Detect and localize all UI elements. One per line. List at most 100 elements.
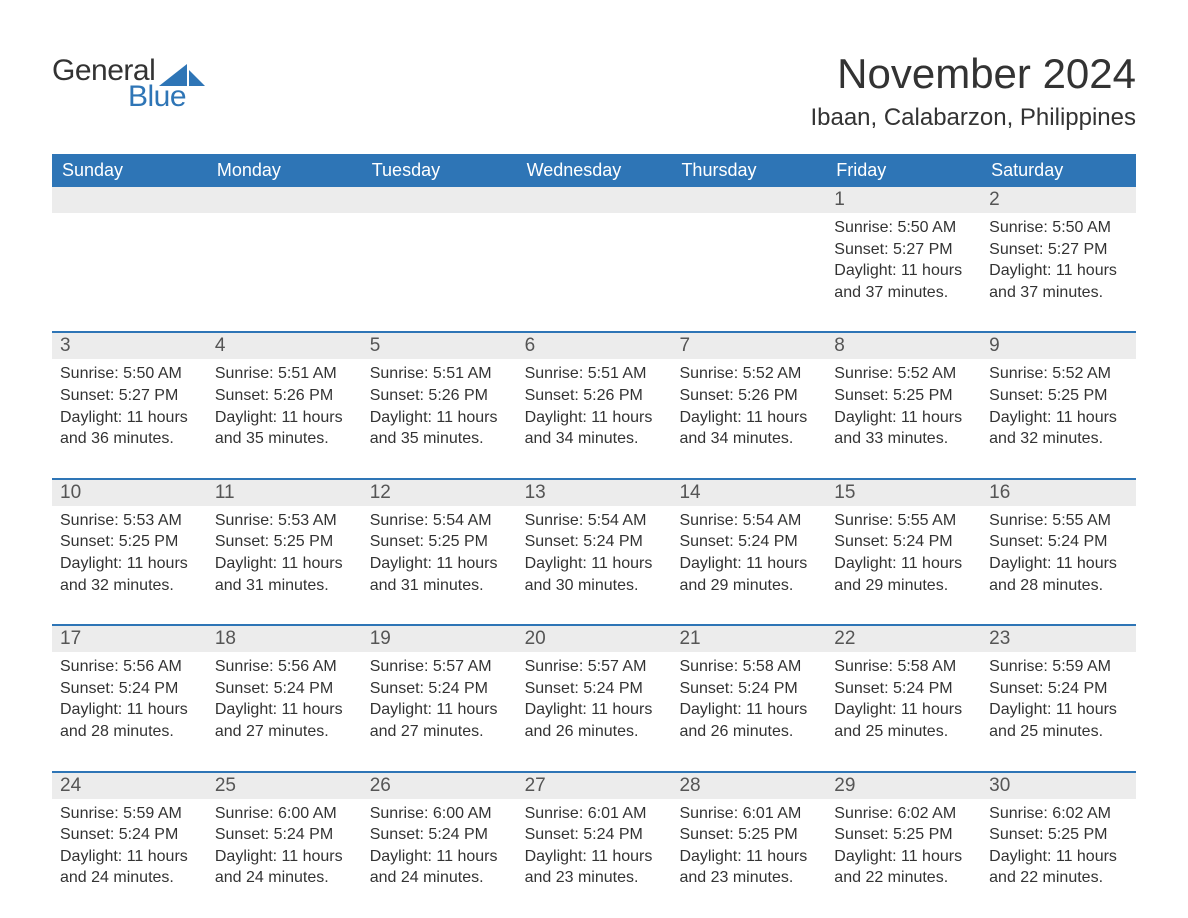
- daylight-text-1: Daylight: 11 hours: [215, 407, 354, 429]
- day-header: Thursday: [671, 154, 826, 187]
- day-number: 28: [671, 773, 826, 799]
- sunset-text: Sunset: 5:24 PM: [60, 678, 199, 700]
- sunset-text: Sunset: 5:27 PM: [60, 385, 199, 407]
- sunset-text: Sunset: 5:25 PM: [989, 824, 1128, 846]
- sunset-text: Sunset: 5:25 PM: [60, 531, 199, 553]
- day-number: 19: [362, 626, 517, 652]
- daylight-text-2: and 29 minutes.: [679, 575, 818, 597]
- day-number: 27: [517, 773, 672, 799]
- week-row: 24Sunrise: 5:59 AMSunset: 5:24 PMDayligh…: [52, 771, 1136, 893]
- daylight-text-1: Daylight: 11 hours: [215, 699, 354, 721]
- sunset-text: Sunset: 5:27 PM: [834, 239, 973, 261]
- day-cell: 12Sunrise: 5:54 AMSunset: 5:25 PMDayligh…: [362, 480, 517, 600]
- daylight-text-1: Daylight: 11 hours: [525, 407, 664, 429]
- day-number: 2: [981, 187, 1136, 213]
- daylight-text-1: Daylight: 11 hours: [989, 553, 1128, 575]
- sunrise-text: Sunrise: 5:54 AM: [370, 510, 509, 532]
- sunrise-text: Sunrise: 6:02 AM: [989, 803, 1128, 825]
- sunrise-text: Sunrise: 5:51 AM: [370, 363, 509, 385]
- sunset-text: Sunset: 5:24 PM: [679, 531, 818, 553]
- day-body: Sunrise: 5:50 AMSunset: 5:27 PMDaylight:…: [826, 213, 981, 307]
- sunrise-text: Sunrise: 5:55 AM: [989, 510, 1128, 532]
- day-cell: 15Sunrise: 5:55 AMSunset: 5:24 PMDayligh…: [826, 480, 981, 600]
- daylight-text-1: Daylight: 11 hours: [834, 407, 973, 429]
- day-number: 24: [52, 773, 207, 799]
- daylight-text-2: and 30 minutes.: [525, 575, 664, 597]
- daylight-text-2: and 24 minutes.: [215, 867, 354, 889]
- day-body: Sunrise: 5:54 AMSunset: 5:25 PMDaylight:…: [362, 506, 517, 600]
- daylight-text-1: Daylight: 11 hours: [989, 846, 1128, 868]
- day-body: Sunrise: 5:53 AMSunset: 5:25 PMDaylight:…: [52, 506, 207, 600]
- day-body: Sunrise: 5:57 AMSunset: 5:24 PMDaylight:…: [517, 652, 672, 746]
- sunset-text: Sunset: 5:24 PM: [525, 678, 664, 700]
- day-number: 13: [517, 480, 672, 506]
- day-number: [671, 187, 826, 213]
- sunset-text: Sunset: 5:25 PM: [834, 385, 973, 407]
- daylight-text-2: and 26 minutes.: [679, 721, 818, 743]
- day-body: Sunrise: 6:01 AMSunset: 5:25 PMDaylight:…: [671, 799, 826, 893]
- day-cell: 11Sunrise: 5:53 AMSunset: 5:25 PMDayligh…: [207, 480, 362, 600]
- day-cell: 24Sunrise: 5:59 AMSunset: 5:24 PMDayligh…: [52, 773, 207, 893]
- sunset-text: Sunset: 5:25 PM: [834, 824, 973, 846]
- day-cell: 28Sunrise: 6:01 AMSunset: 5:25 PMDayligh…: [671, 773, 826, 893]
- daylight-text-2: and 32 minutes.: [989, 428, 1128, 450]
- day-body: Sunrise: 5:59 AMSunset: 5:24 PMDaylight:…: [52, 799, 207, 893]
- day-number: 3: [52, 333, 207, 359]
- daylight-text-2: and 27 minutes.: [370, 721, 509, 743]
- sunrise-text: Sunrise: 6:02 AM: [834, 803, 973, 825]
- day-body: Sunrise: 5:51 AMSunset: 5:26 PMDaylight:…: [207, 359, 362, 453]
- daylight-text-1: Daylight: 11 hours: [679, 699, 818, 721]
- day-body: Sunrise: 5:50 AMSunset: 5:27 PMDaylight:…: [981, 213, 1136, 307]
- daylight-text-1: Daylight: 11 hours: [370, 407, 509, 429]
- day-number: 10: [52, 480, 207, 506]
- week-row: 1Sunrise: 5:50 AMSunset: 5:27 PMDaylight…: [52, 187, 1136, 307]
- day-number: [52, 187, 207, 213]
- day-number: [517, 187, 672, 213]
- daylight-text-2: and 37 minutes.: [989, 282, 1128, 304]
- sunrise-text: Sunrise: 5:52 AM: [989, 363, 1128, 385]
- day-number: 5: [362, 333, 517, 359]
- sunrise-text: Sunrise: 5:53 AM: [60, 510, 199, 532]
- sunrise-text: Sunrise: 5:52 AM: [834, 363, 973, 385]
- day-body: Sunrise: 5:57 AMSunset: 5:24 PMDaylight:…: [362, 652, 517, 746]
- daylight-text-1: Daylight: 11 hours: [989, 699, 1128, 721]
- weeks-container: 1Sunrise: 5:50 AMSunset: 5:27 PMDaylight…: [52, 187, 1136, 893]
- sunset-text: Sunset: 5:24 PM: [60, 824, 199, 846]
- day-cell: 2Sunrise: 5:50 AMSunset: 5:27 PMDaylight…: [981, 187, 1136, 307]
- sunset-text: Sunset: 5:24 PM: [989, 678, 1128, 700]
- day-cell: 26Sunrise: 6:00 AMSunset: 5:24 PMDayligh…: [362, 773, 517, 893]
- daylight-text-2: and 34 minutes.: [525, 428, 664, 450]
- sunrise-text: Sunrise: 5:55 AM: [834, 510, 973, 532]
- daylight-text-1: Daylight: 11 hours: [370, 846, 509, 868]
- sunset-text: Sunset: 5:25 PM: [679, 824, 818, 846]
- day-number: 15: [826, 480, 981, 506]
- day-body: Sunrise: 5:55 AMSunset: 5:24 PMDaylight:…: [826, 506, 981, 600]
- day-number: 7: [671, 333, 826, 359]
- sunrise-text: Sunrise: 5:51 AM: [215, 363, 354, 385]
- daylight-text-2: and 25 minutes.: [834, 721, 973, 743]
- daylight-text-2: and 24 minutes.: [60, 867, 199, 889]
- daylight-text-1: Daylight: 11 hours: [679, 553, 818, 575]
- day-number: 12: [362, 480, 517, 506]
- day-body: Sunrise: 5:56 AMSunset: 5:24 PMDaylight:…: [52, 652, 207, 746]
- sunrise-text: Sunrise: 5:50 AM: [60, 363, 199, 385]
- sunset-text: Sunset: 5:24 PM: [679, 678, 818, 700]
- daylight-text-2: and 25 minutes.: [989, 721, 1128, 743]
- sunrise-text: Sunrise: 5:58 AM: [679, 656, 818, 678]
- title-block: November 2024 Ibaan, Calabarzon, Philipp…: [810, 50, 1136, 146]
- location-subtitle: Ibaan, Calabarzon, Philippines: [810, 104, 1136, 132]
- daylight-text-2: and 24 minutes.: [370, 867, 509, 889]
- day-number: 16: [981, 480, 1136, 506]
- daylight-text-1: Daylight: 11 hours: [834, 553, 973, 575]
- day-body: Sunrise: 5:52 AMSunset: 5:25 PMDaylight:…: [981, 359, 1136, 453]
- daylight-text-2: and 31 minutes.: [370, 575, 509, 597]
- daylight-text-2: and 35 minutes.: [215, 428, 354, 450]
- day-header: Sunday: [52, 154, 207, 187]
- sunset-text: Sunset: 5:24 PM: [370, 678, 509, 700]
- day-number: [362, 187, 517, 213]
- day-number: 29: [826, 773, 981, 799]
- day-number: 20: [517, 626, 672, 652]
- week-row: 3Sunrise: 5:50 AMSunset: 5:27 PMDaylight…: [52, 331, 1136, 453]
- day-body: Sunrise: 5:55 AMSunset: 5:24 PMDaylight:…: [981, 506, 1136, 600]
- day-body: Sunrise: 5:50 AMSunset: 5:27 PMDaylight:…: [52, 359, 207, 453]
